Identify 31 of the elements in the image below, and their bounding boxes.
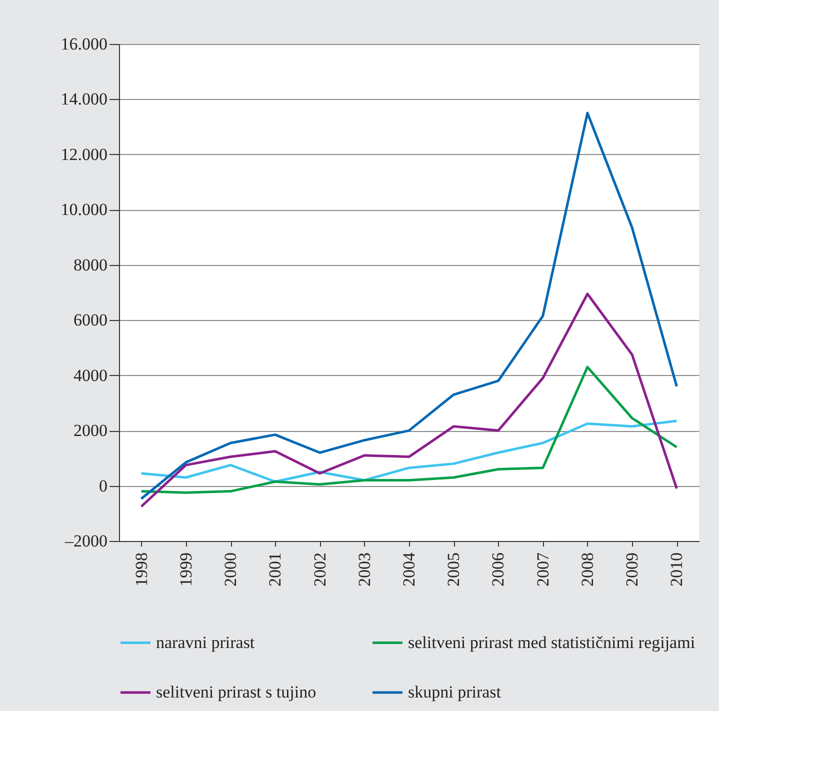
x-tick-label: 1999 [176,552,196,586]
y-tick-label: 8000 [74,255,108,274]
y-tick-label: 6000 [74,310,108,330]
line-series [140,366,678,494]
x-tick-label: 2003 [354,552,374,586]
x-tick-label: 2005 [444,552,464,586]
y-tick-label: 0 [99,476,108,496]
x-tick-label: 2007 [533,552,552,586]
x-tick-label: 2009 [622,552,642,586]
y-tick-label: 10.000 [60,200,108,220]
legend-label: skupni prirast [408,682,502,702]
x-tick-label: 2001 [266,552,285,586]
legend-label: selitveni prirast med statističnimi regijami [408,632,696,652]
x-tick-label: 2004 [400,552,418,586]
y-tick-label: 12.000 [60,144,108,164]
y-tick-label: 2000 [74,421,108,440]
x-tick-label: 2000 [221,552,240,586]
x-tick-label: 2010 [667,552,686,586]
x-tick-label: 1998 [132,552,151,586]
legend-label: naravni prirast [156,632,255,652]
line-series [140,292,678,508]
x-tick-label: 2002 [310,552,330,586]
y-tick-label: –2000 [64,532,108,550]
y-tick-label: 16.000 [60,34,108,54]
y-tick-label: 4000 [74,366,108,385]
legend-label: selitveni prirast s tujino [156,682,316,702]
line-series [140,112,678,500]
line-series [140,420,678,483]
x-tick-label: 2006 [488,552,508,586]
y-tick-label: 14.000 [60,90,108,109]
x-tick-label: 2008 [578,552,597,586]
